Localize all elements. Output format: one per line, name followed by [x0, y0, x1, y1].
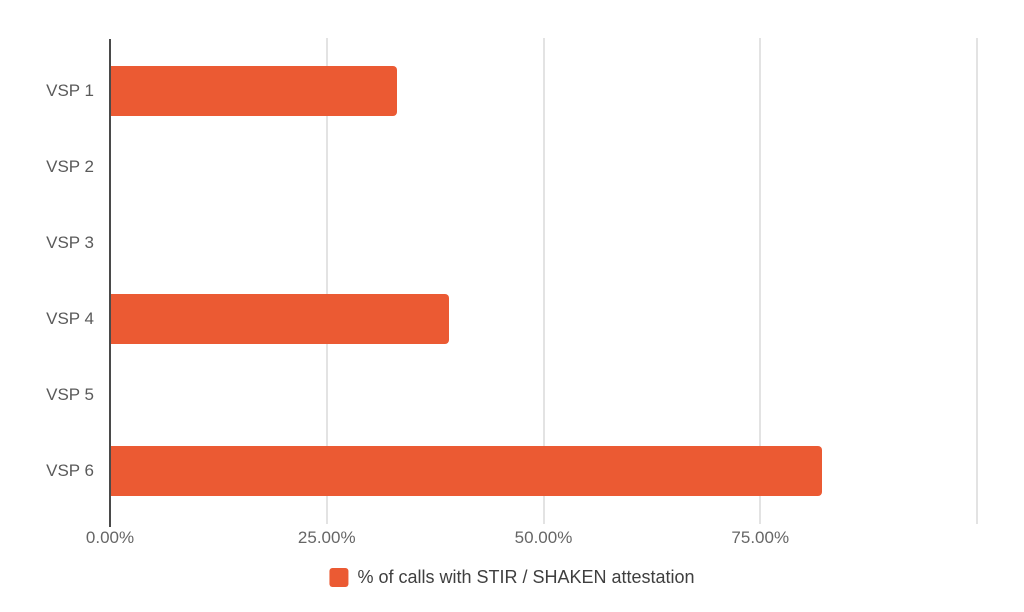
- category-label-vsp-1: VSP 1: [46, 81, 94, 100]
- x-tick-label-50: 50.00%: [514, 528, 573, 547]
- bar-vsp-1[interactable]: [111, 66, 398, 116]
- category-label-vsp-5: VSP 5: [46, 385, 94, 404]
- legend-item[interactable]: % of calls with STIR / SHAKEN attestatio…: [329, 565, 695, 589]
- bar-vsp-4[interactable]: [111, 294, 450, 344]
- gridline-75: [759, 38, 762, 524]
- category-label-vsp-3: VSP 3: [46, 233, 94, 252]
- x-tick-label-0: 0.00%: [85, 528, 135, 547]
- legend-label: % of calls with STIR / SHAKEN attestatio…: [357, 567, 695, 587]
- legend-swatch-icon: [329, 567, 349, 587]
- x-tick-label-25: 25.00%: [297, 528, 356, 547]
- gridline-25: [325, 38, 328, 524]
- category-label-vsp-4: VSP 4: [46, 309, 94, 328]
- category-label-vsp-6: VSP 6: [46, 461, 94, 480]
- gridline-50: [542, 38, 545, 524]
- gridline-100: [976, 38, 978, 524]
- x-tick-label-75: 75.00%: [731, 528, 790, 547]
- category-label-vsp-2: VSP 2: [46, 157, 94, 176]
- y-axis-line: [109, 39, 111, 527]
- bar-vsp-6[interactable]: [111, 446, 822, 496]
